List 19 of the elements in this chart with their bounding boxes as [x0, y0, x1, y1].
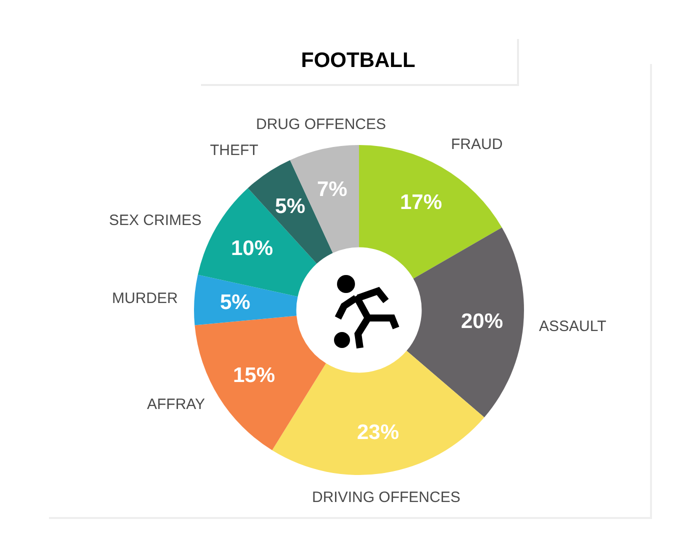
data-label: 23% [357, 421, 400, 444]
data-label: 15% [233, 364, 276, 387]
slice-label: SEX CRIMES [109, 212, 202, 229]
slice-label: ASSAULT [539, 318, 606, 335]
data-label: 5% [220, 291, 251, 314]
slice-label: MURDER [112, 290, 178, 307]
donut-slice [406, 228, 524, 418]
slice-label: FRAUD [451, 136, 503, 153]
chart-title: FOOTBALL [301, 49, 416, 72]
data-label: 10% [231, 237, 274, 260]
donut-slice [194, 274, 298, 326]
data-label: 5% [275, 195, 306, 218]
slice-label: AFFRAY [147, 396, 206, 413]
slice-label: DRUG OFFENCES [256, 116, 386, 133]
slice-label: DRIVING OFFENCES [312, 489, 460, 506]
slice-label: THEFT [210, 142, 258, 159]
data-label: 17% [400, 191, 442, 214]
data-label: 7% [317, 178, 348, 201]
data-label: 20% [461, 310, 504, 333]
